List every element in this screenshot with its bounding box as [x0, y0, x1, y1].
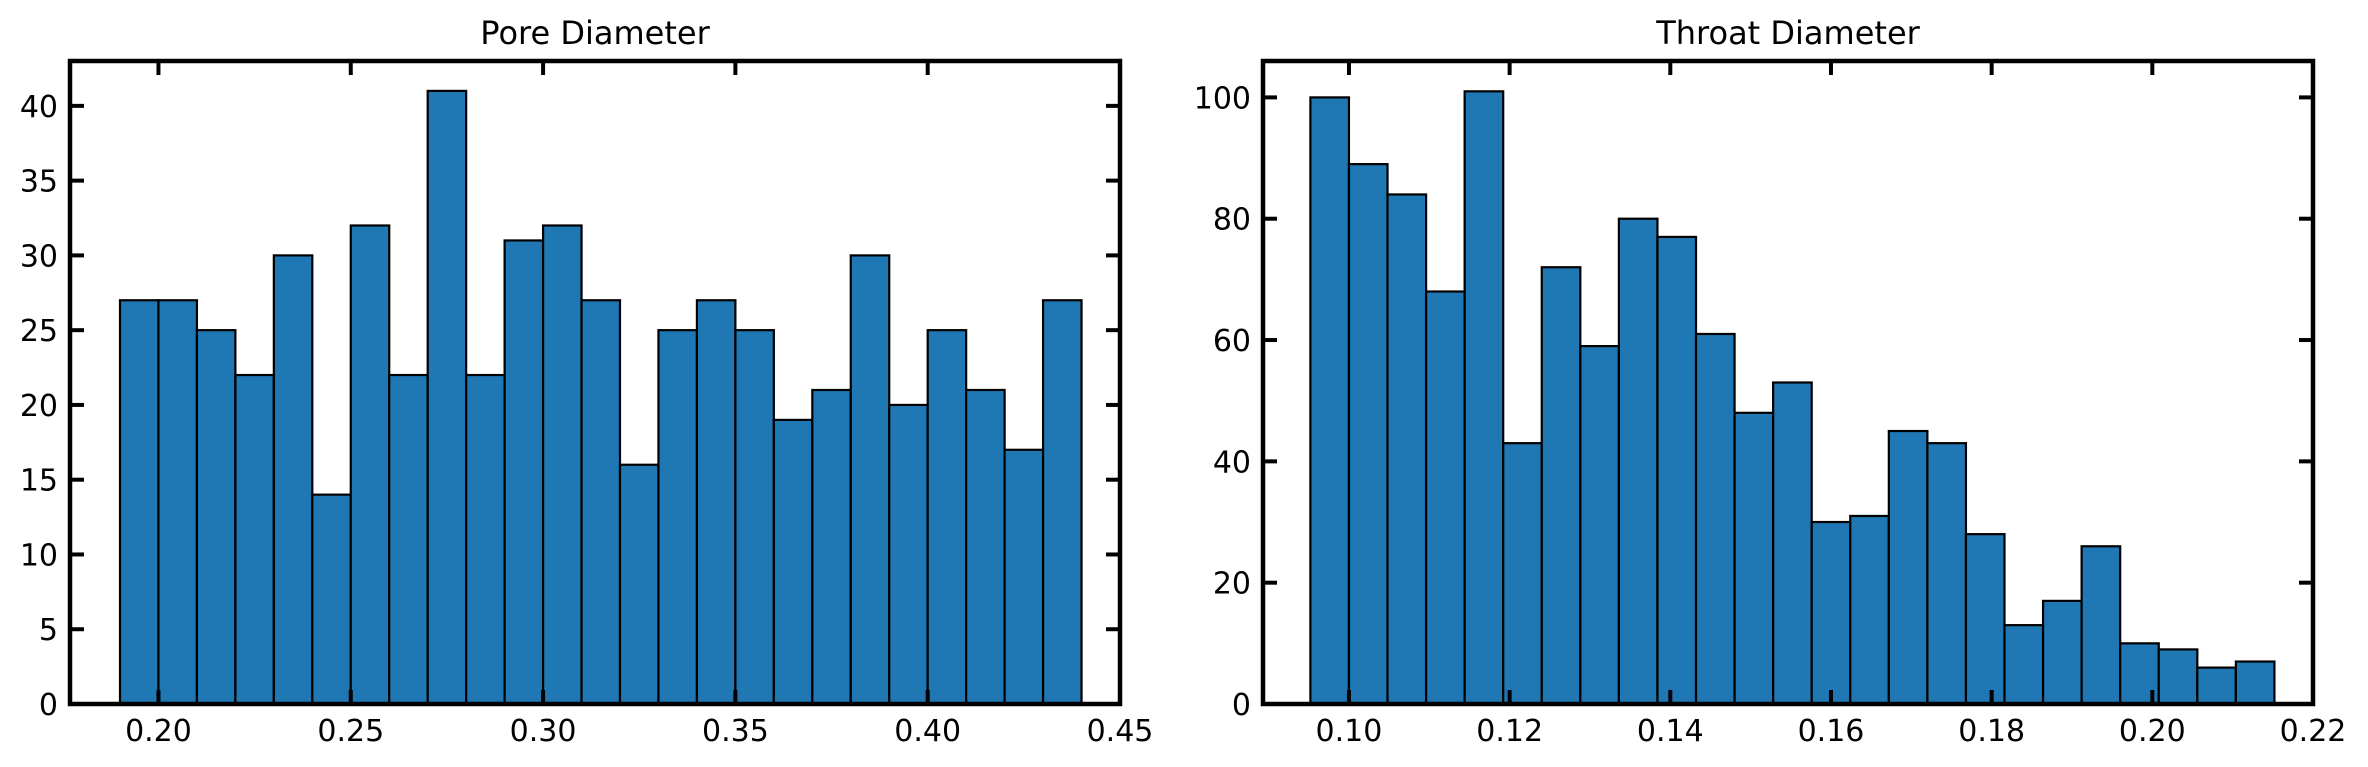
throat-bar — [2041, 599, 2083, 706]
throat-bar — [1424, 290, 1466, 706]
pore-x-tick-label: 0.20 — [125, 714, 192, 749]
throat-bar — [1887, 429, 1929, 706]
pore-chart-title: Pore Diameter — [480, 14, 710, 52]
throat-x-tick-label: 0.14 — [1637, 714, 1704, 749]
pore-bar — [349, 224, 391, 706]
throat-chart-title: Throat Diameter — [1655, 14, 1920, 52]
throat-bar — [1849, 514, 1890, 706]
throat-diameter-panel: Throat Diameter 0.10 0.12 0.14 0.16 0.18 0.20 0… — [1194, 14, 2347, 749]
pore-diameter-panel: Pore Diameter 0.20 0.25 0.30 0.35 0.40 0.45 0 5 1… — [20, 14, 1154, 749]
throat-y-tick-label: 80 — [1213, 203, 1251, 238]
pore-y-tick-label: 30 — [20, 239, 58, 274]
throat-bar — [1733, 411, 1775, 706]
throat-bar — [1463, 90, 1505, 706]
throat-y-tick-label: 40 — [1213, 445, 1251, 480]
pore-y-tick-label: 0 — [39, 688, 58, 723]
pore-bar — [772, 418, 814, 706]
pore-y-tick-label: 20 — [20, 389, 58, 424]
pore-y-tick-label: 35 — [20, 165, 58, 200]
throat-y-tick-label: 0 — [1232, 688, 1251, 723]
throat-bar — [2196, 666, 2237, 706]
pore-y-tick-label: 15 — [20, 464, 58, 499]
pore-bar — [1003, 448, 1045, 706]
pore-x-tick-label: 0.35 — [702, 714, 769, 749]
pore-bar — [195, 329, 237, 706]
throat-bar — [1502, 442, 1543, 706]
pore-bar — [1041, 299, 1083, 706]
throat-bar — [1540, 266, 1582, 706]
throat-x-tick-label: 0.20 — [2119, 714, 2186, 749]
throat-bar — [1617, 217, 1659, 706]
throat-bar — [2003, 624, 2045, 706]
pore-x-tick-label: 0.30 — [510, 714, 577, 749]
pore-bar — [503, 239, 545, 706]
throat-x-tick-label: 0.10 — [1316, 714, 1383, 749]
pore-bar — [734, 329, 775, 706]
throat-bar — [1694, 332, 1736, 706]
pore-bar — [272, 254, 314, 706]
throat-bar — [1347, 163, 1389, 706]
throat-bar — [1656, 235, 1698, 706]
pore-bar — [118, 299, 160, 706]
pore-y-tick-label: 5 — [39, 613, 58, 648]
throat-x-tick-label: 0.22 — [2280, 714, 2347, 749]
throat-x-tick-label: 0.12 — [1476, 714, 1543, 749]
pore-bar — [849, 254, 891, 706]
pore-x-tick-label: 0.25 — [317, 714, 384, 749]
pore-bar — [465, 373, 506, 706]
pore-bar — [157, 299, 199, 706]
pore-axes-frame — [67, 58, 1123, 707]
throat-bar — [1926, 442, 1968, 706]
pore-bar — [541, 224, 583, 706]
throat-y-tick-label: 100 — [1194, 81, 1251, 116]
pore-bar — [888, 403, 929, 706]
pore-bar — [926, 329, 968, 706]
throat-bar — [2234, 660, 2276, 706]
throat-bar — [2157, 648, 2199, 706]
throat-bar — [1579, 345, 1620, 706]
pore-bar — [311, 493, 352, 706]
pore-bar — [965, 388, 1006, 706]
pore-bar — [388, 373, 429, 706]
throat-y-tick-label: 20 — [1213, 567, 1251, 602]
pore-y-tick-label: 10 — [20, 538, 58, 573]
throat-bar — [1309, 96, 1351, 706]
throat-bar — [1772, 381, 1813, 706]
pore-bar — [657, 329, 699, 706]
throat-bar — [2080, 545, 2122, 706]
throat-axes-frame — [1260, 58, 2316, 707]
throat-bar — [1386, 193, 1428, 706]
pore-y-tick-label: 40 — [20, 90, 58, 125]
pore-bar — [811, 388, 852, 706]
throat-x-tick-label: 0.18 — [1958, 714, 2025, 749]
pore-bar — [234, 373, 275, 706]
pore-bar — [580, 299, 622, 706]
pore-x-tick-label: 0.40 — [894, 714, 961, 749]
pore-bar — [618, 463, 660, 706]
throat-bar — [1810, 520, 1852, 706]
throat-x-tick-label: 0.16 — [1798, 714, 1865, 749]
throat-bar — [1964, 533, 2006, 706]
pore-x-tick-label: 0.45 — [1087, 714, 1154, 749]
throat-y-tick-label: 60 — [1213, 324, 1251, 359]
pore-y-tick-label: 25 — [20, 314, 58, 349]
pore-bar — [426, 89, 468, 706]
pore-bar — [695, 299, 737, 706]
